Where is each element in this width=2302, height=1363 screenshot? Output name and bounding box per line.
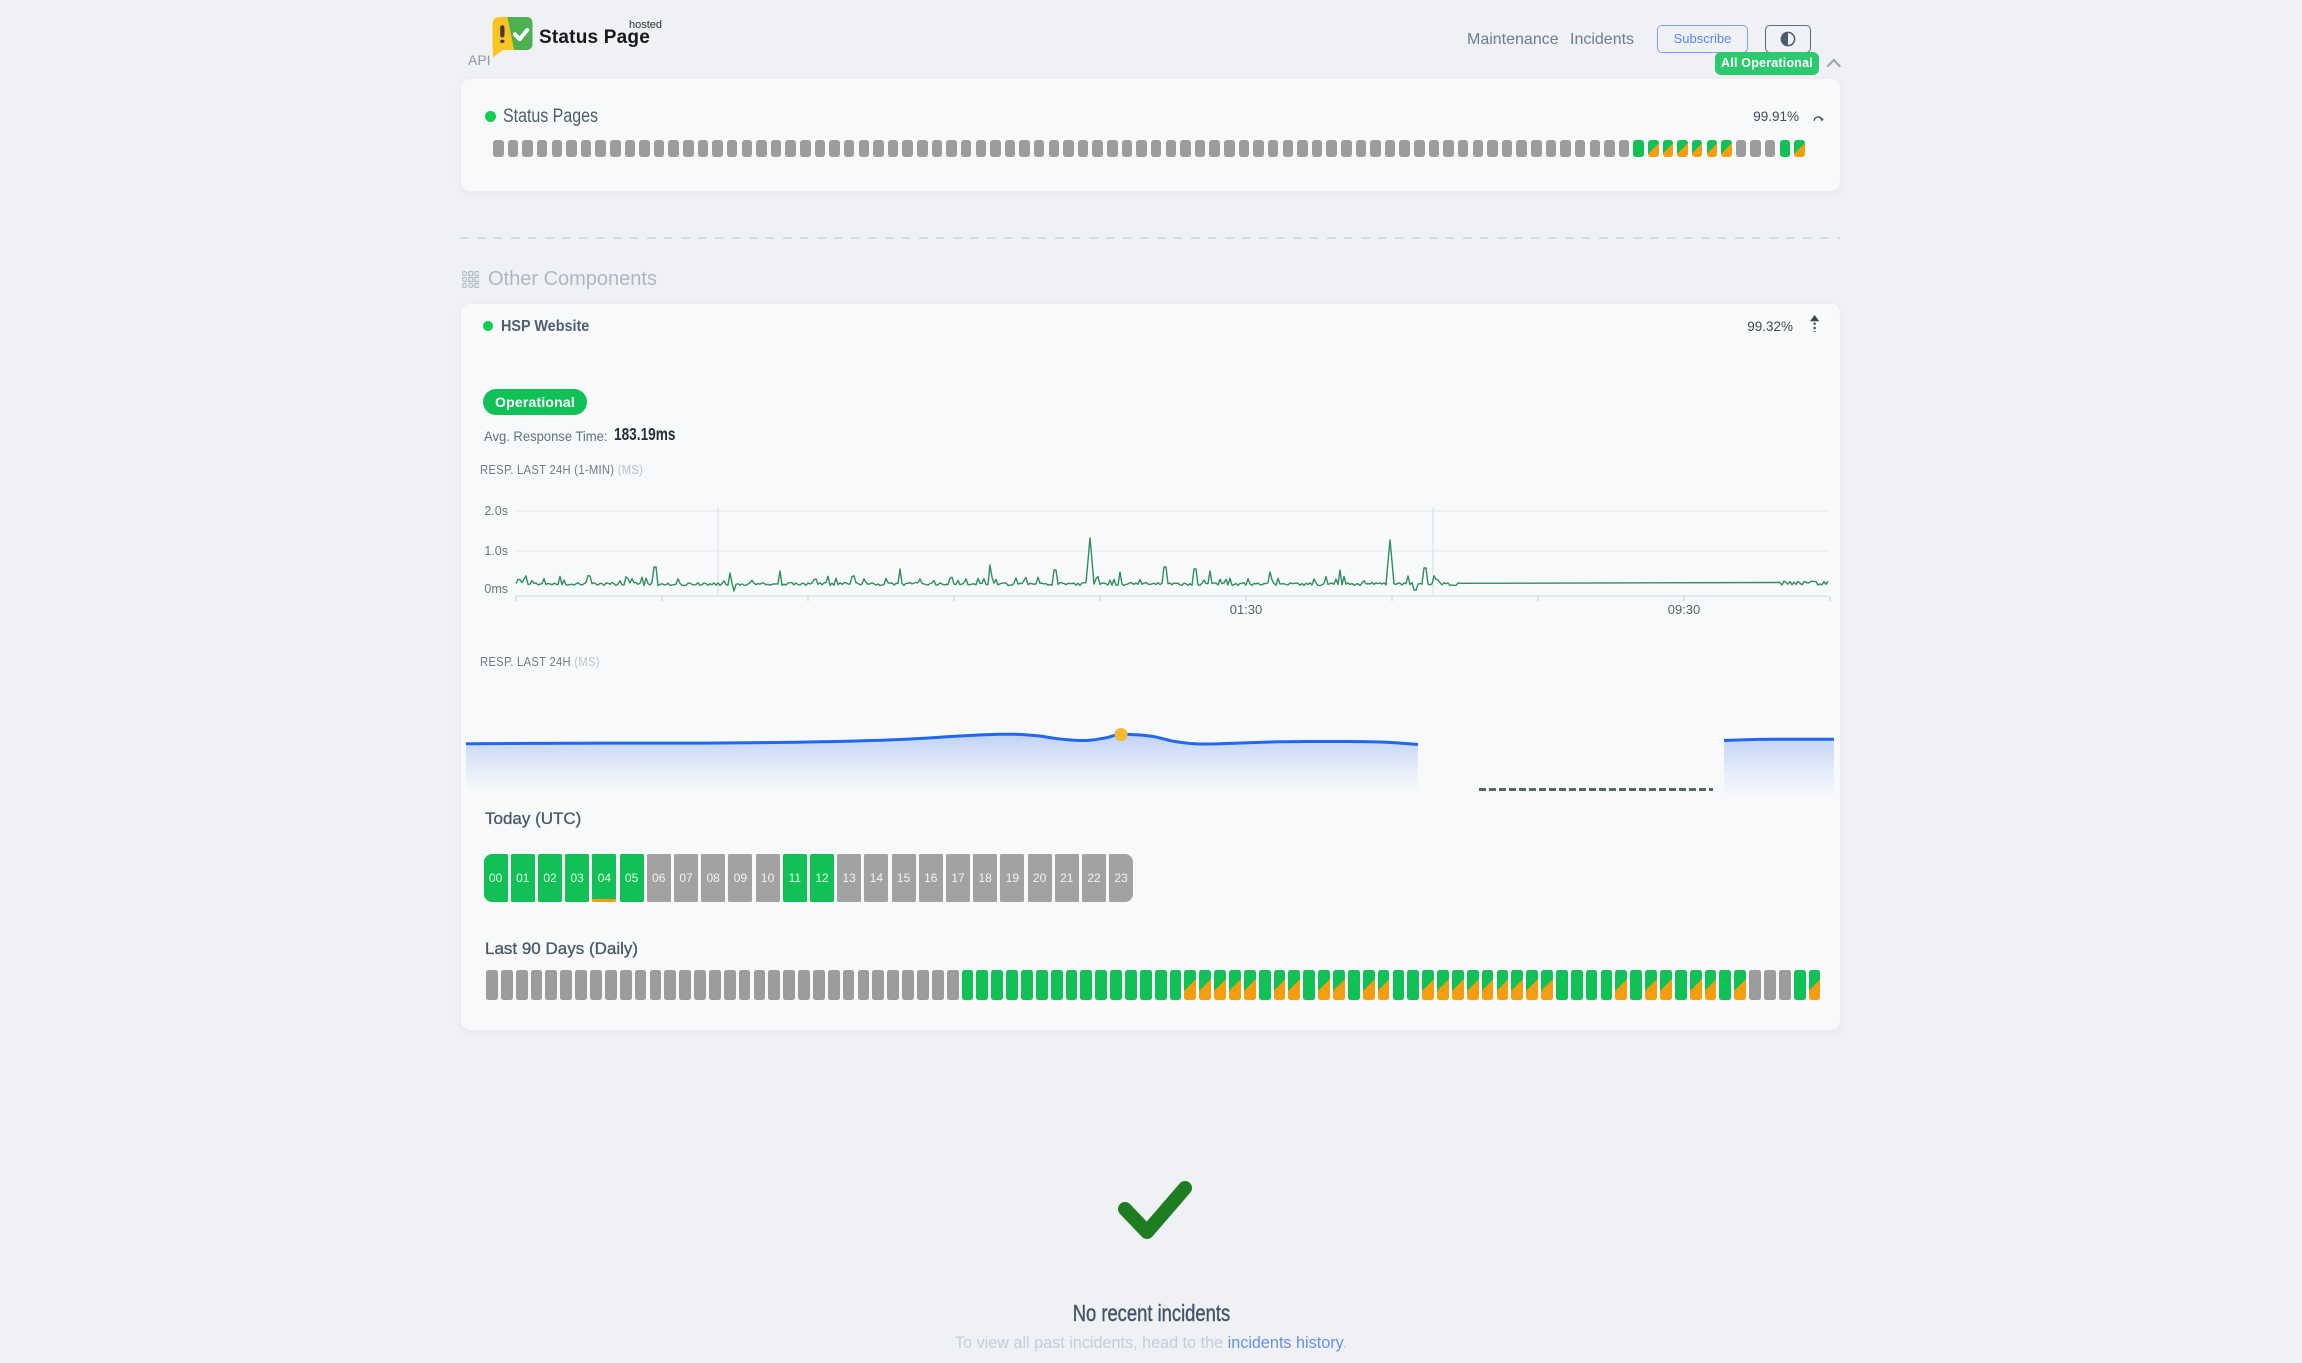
svg-text:1.0s: 1.0s	[484, 544, 508, 558]
svg-text:09:30: 09:30	[1668, 602, 1701, 617]
svg-text:01:30: 01:30	[1230, 602, 1263, 617]
svg-text:0ms: 0ms	[484, 582, 508, 596]
svg-text:2.0s: 2.0s	[484, 504, 508, 518]
